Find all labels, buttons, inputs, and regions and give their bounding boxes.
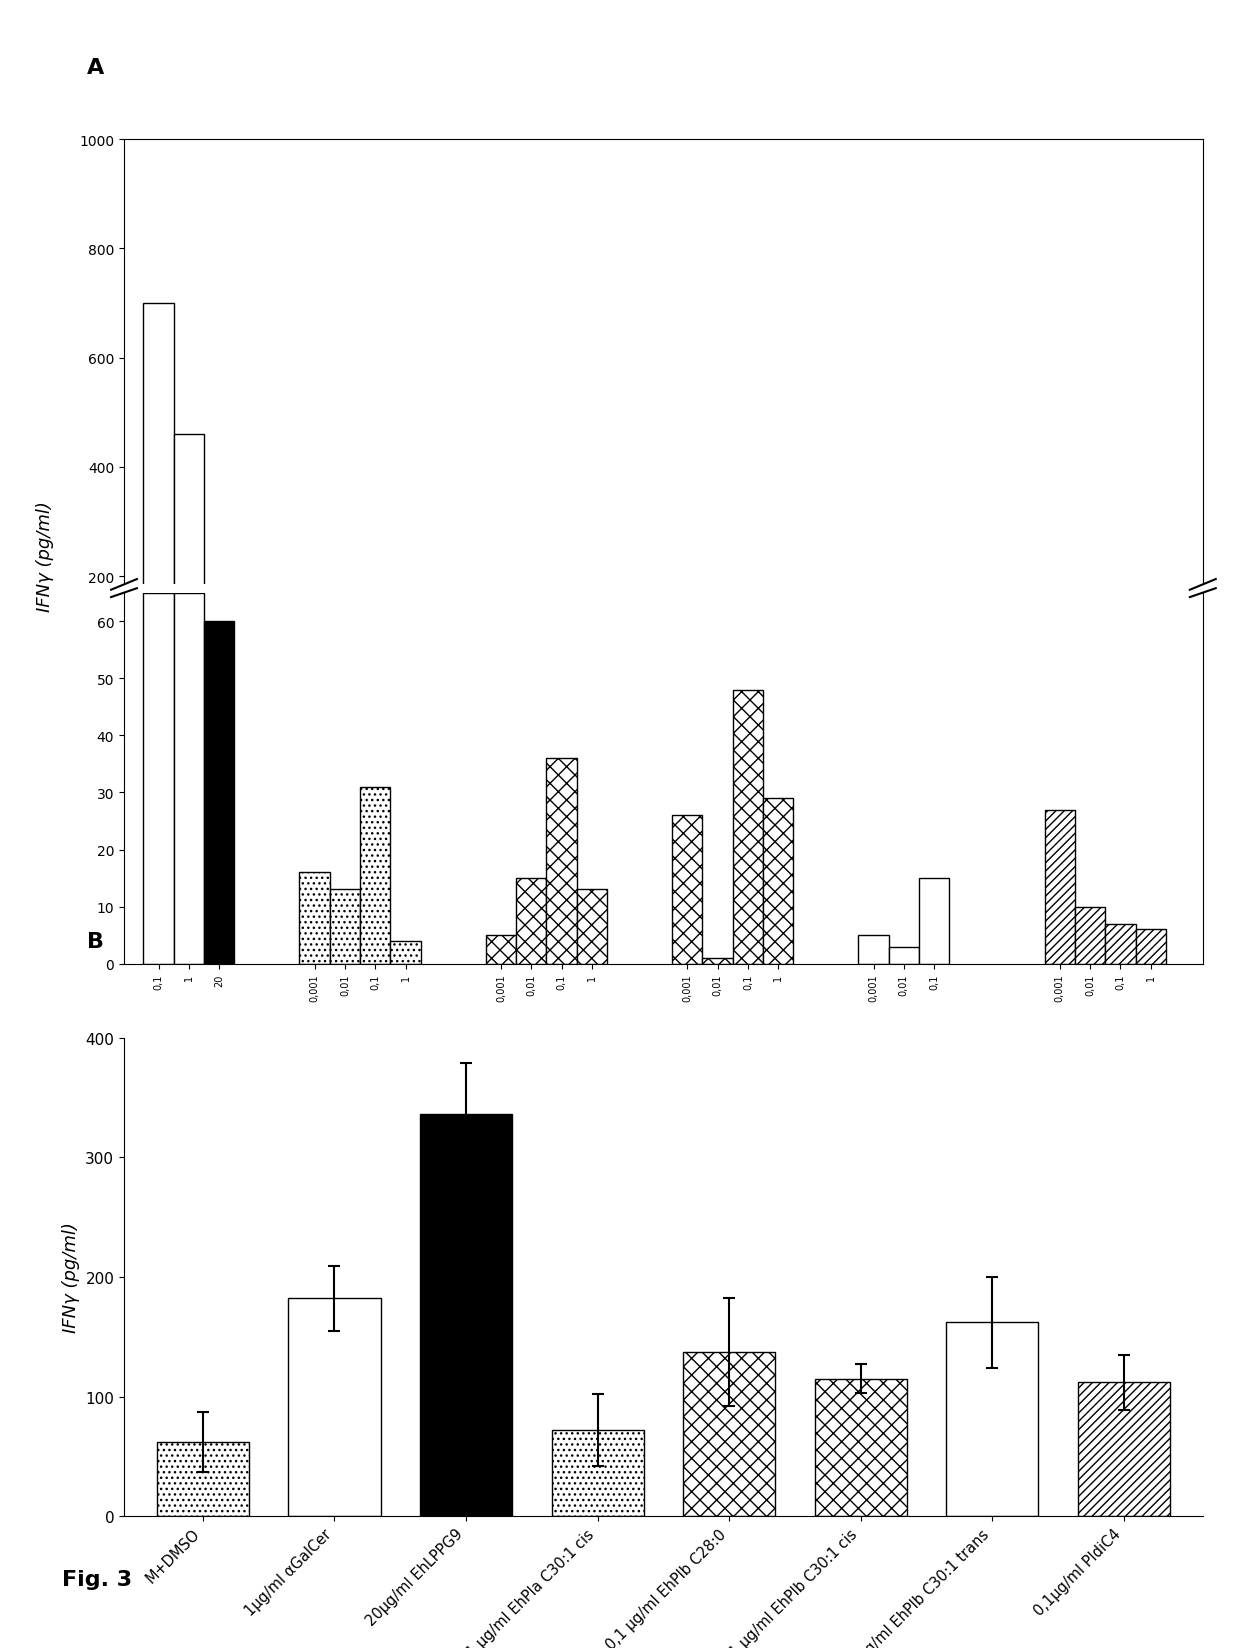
Bar	[577, 890, 608, 964]
Bar	[391, 941, 420, 964]
Text: Fig. 3: Fig. 3	[62, 1569, 133, 1589]
Bar	[300, 873, 330, 964]
Bar	[205, 621, 234, 964]
Bar	[858, 936, 889, 964]
Bar	[1044, 811, 1075, 964]
Text: A: A	[87, 58, 104, 77]
Bar	[683, 1353, 775, 1516]
Bar	[733, 691, 763, 964]
Bar	[1075, 906, 1105, 964]
Y-axis label: IFNγ (pg/ml): IFNγ (pg/ml)	[62, 1221, 79, 1333]
Bar	[889, 948, 919, 964]
Bar	[672, 816, 702, 964]
Text: αGalCer: αGalCer	[848, 1142, 910, 1157]
Bar	[144, 303, 174, 686]
Bar	[420, 1114, 512, 1516]
Bar	[552, 1430, 644, 1516]
Bar	[516, 878, 547, 964]
Bar	[547, 758, 577, 964]
Bar	[486, 936, 516, 964]
Bar	[815, 1379, 906, 1516]
Bar	[763, 799, 794, 964]
Bar	[157, 1442, 249, 1516]
Bar	[1136, 929, 1166, 964]
Bar	[330, 890, 360, 964]
Bar	[289, 1299, 381, 1516]
Bar	[174, 593, 205, 964]
Bar	[1105, 925, 1136, 964]
Bar	[144, 593, 174, 964]
Y-axis label: IFNγ (pg/ml): IFNγ (pg/ml)	[36, 501, 53, 611]
Bar	[919, 878, 950, 964]
Text: B: B	[87, 931, 104, 951]
Bar	[360, 788, 391, 964]
Bar	[174, 435, 205, 686]
Bar	[946, 1323, 1038, 1516]
Bar	[1078, 1383, 1169, 1516]
Bar	[702, 959, 733, 964]
